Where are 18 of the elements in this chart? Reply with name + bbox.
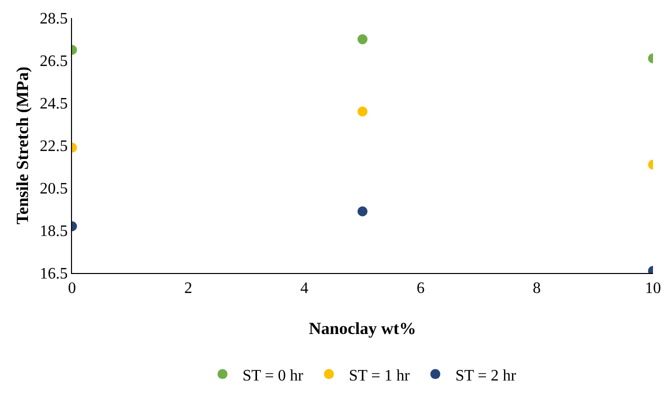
- x-tick-label: 0: [68, 280, 76, 298]
- y-axis-title: Tensile Stretch (MPa): [13, 66, 32, 224]
- y-tick-label: 16.5: [40, 266, 68, 283]
- x-axis-title: Nanoclay wt%: [308, 319, 416, 338]
- legend-label: ST = 1 hr: [348, 367, 410, 384]
- legend-label: ST = 2 hr: [455, 367, 517, 384]
- x-tick-label: 4: [300, 280, 308, 298]
- x-tick-label: 10: [645, 280, 661, 298]
- y-tick-label: 24.5: [40, 96, 68, 113]
- legend-label: ST = 0 hr: [242, 367, 304, 384]
- y-tick-label: 22.5: [40, 138, 68, 156]
- y-tick-label: 18.5: [40, 223, 68, 240]
- y-tick-label: 28.5: [40, 10, 68, 28]
- x-tick-label: 6: [416, 280, 425, 298]
- x-tick-label: 2: [184, 280, 192, 298]
- x-tick-label: 8: [532, 280, 541, 298]
- y-tick-label: 20.5: [40, 180, 68, 198]
- y-tick-label: 26.5: [40, 53, 68, 70]
